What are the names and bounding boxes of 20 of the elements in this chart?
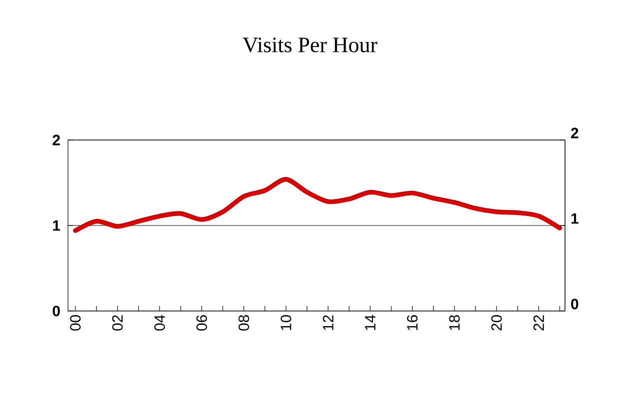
x-tick-label: 04	[154, 314, 165, 331]
chart-title: Visits Per Hour	[242, 38, 378, 52]
x-tick-label: 12	[322, 315, 334, 330]
y-tick-label: 0	[52, 306, 60, 316]
x-tick-label: 10	[280, 315, 292, 330]
y-tick-label: 2	[52, 134, 60, 146]
x-tick-label: 02	[112, 315, 123, 331]
y-tick-label: 1	[53, 220, 60, 231]
x-tick-label: 08	[238, 315, 250, 331]
y2-tick-label: 2	[571, 128, 578, 138]
x-tick-label: 18	[449, 315, 460, 330]
x-tick-label: 00	[70, 315, 81, 331]
x-tick-label: 06	[196, 315, 208, 331]
y2-tick-label: 0	[571, 298, 578, 310]
x-tick-label: 20	[491, 315, 502, 330]
y2-tick-label: 1	[571, 213, 578, 224]
x-tick-label: 22	[533, 315, 544, 330]
line-series	[73, 177, 562, 233]
x-tick-label: 16	[407, 315, 418, 330]
x-tick-label: 14	[365, 314, 376, 330]
